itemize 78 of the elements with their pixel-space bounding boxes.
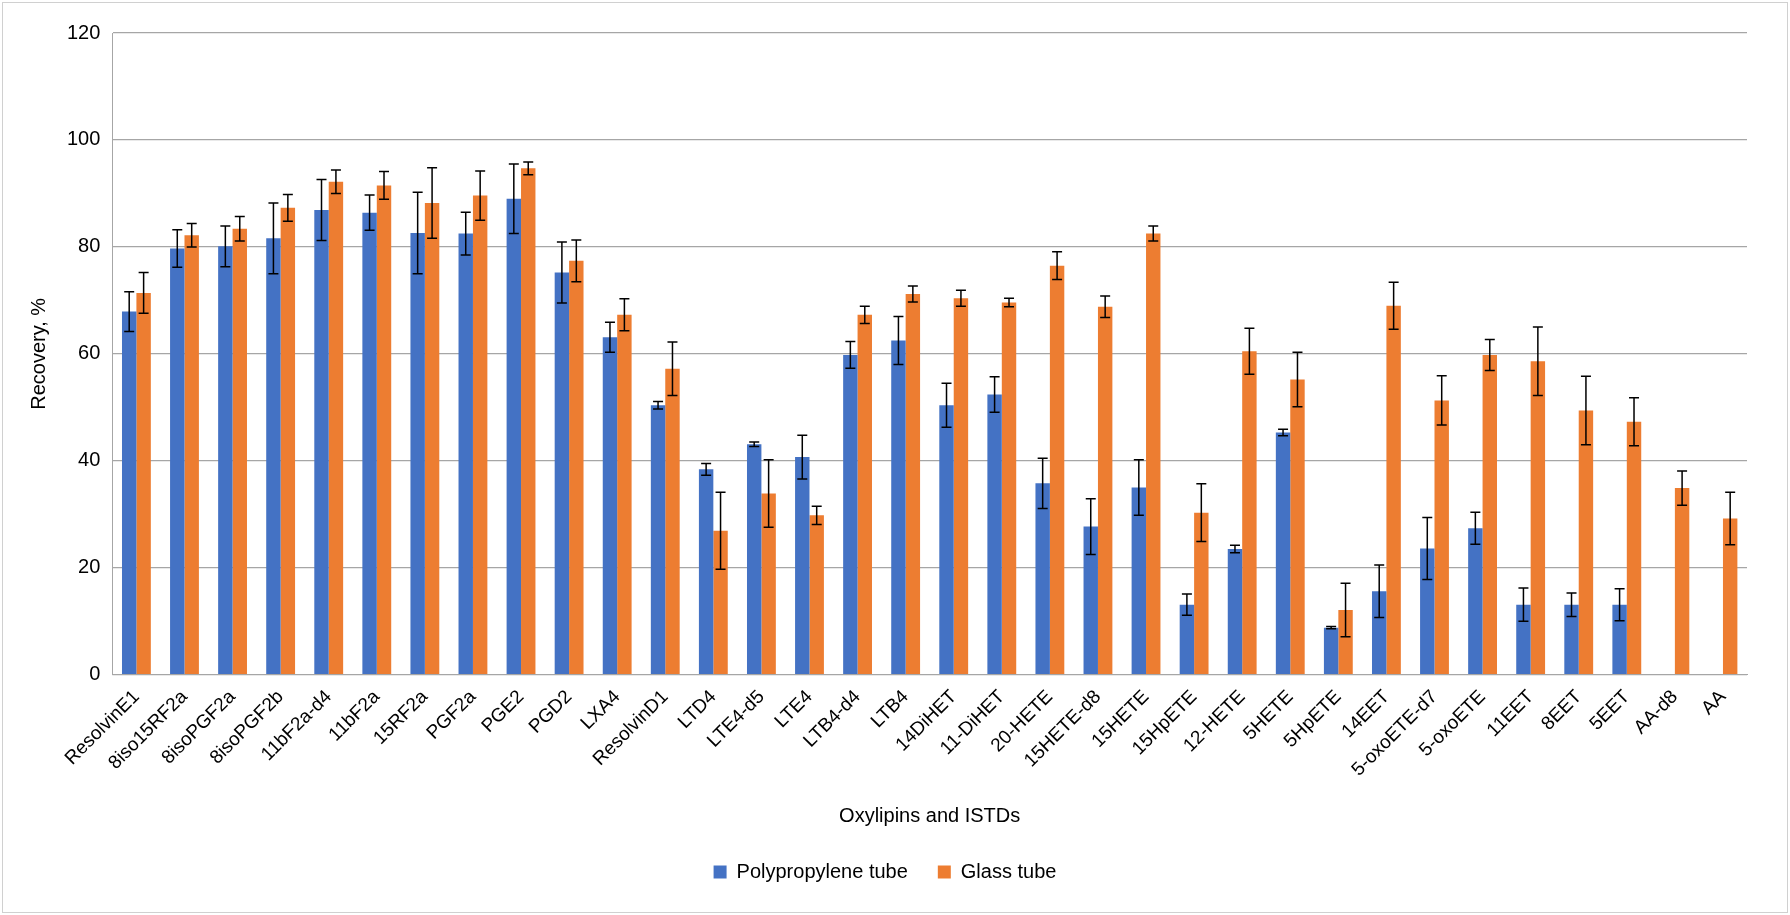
bar: [1001, 302, 1017, 675]
bar: [602, 337, 618, 675]
bar: [857, 314, 872, 675]
bar: [795, 457, 810, 675]
bar: [939, 405, 954, 675]
bar: [458, 233, 473, 675]
bar: [472, 195, 488, 675]
y-tick-label: 100: [66, 127, 101, 150]
bar: [314, 210, 329, 675]
bar: [1242, 351, 1257, 675]
y-tick-label: 120: [66, 20, 101, 43]
y-tick-label: 40: [78, 448, 101, 471]
bar: [1035, 483, 1050, 675]
legend-label: Polypropylene tube: [736, 859, 908, 882]
bar: [665, 368, 680, 675]
bar: [1482, 354, 1497, 675]
y-tick-label: 60: [78, 341, 101, 364]
bar: [362, 212, 377, 675]
bar: [698, 469, 714, 675]
bar: [170, 248, 185, 675]
bar: [650, 405, 666, 675]
bar: [136, 292, 151, 675]
y-tick-label: 80: [78, 234, 101, 257]
bar: [1468, 528, 1483, 675]
bar: [569, 260, 584, 675]
bar: [554, 272, 570, 675]
bar: [843, 354, 858, 675]
bar: [1372, 591, 1387, 675]
bar: [1194, 512, 1209, 675]
bar: [1179, 604, 1195, 675]
bar: [218, 246, 233, 675]
bar: [1626, 421, 1642, 675]
bar: [1722, 518, 1738, 675]
bar: [1131, 487, 1147, 675]
bar: [1564, 604, 1579, 675]
bar: [1290, 379, 1305, 675]
bar: [521, 168, 536, 675]
bar: [1083, 526, 1098, 675]
bar: [424, 203, 440, 675]
y-tick-label: 20: [78, 555, 101, 578]
bar: [184, 235, 199, 675]
bar: [1612, 604, 1627, 675]
bar: [410, 233, 425, 675]
bar: [809, 515, 824, 675]
bar: [232, 228, 247, 675]
bar: [376, 185, 392, 675]
bar: [761, 493, 776, 675]
bar: [1146, 233, 1161, 675]
bar: [328, 181, 344, 675]
bar: [121, 311, 137, 675]
bar: [1227, 549, 1243, 675]
bar: [1530, 361, 1546, 675]
bar: [953, 298, 969, 675]
bar: [266, 238, 281, 675]
bar: [1386, 305, 1401, 675]
bar: [1049, 265, 1065, 675]
bar: [987, 394, 1002, 675]
bar: [905, 293, 921, 675]
bar: [713, 530, 728, 675]
x-tick-label: AA: [1696, 685, 1730, 719]
bar: [617, 314, 632, 675]
y-axis-title: Recovery, %: [26, 297, 49, 410]
bar: [746, 444, 762, 675]
bar: [1275, 432, 1291, 675]
bar: [1420, 548, 1435, 675]
bar: [1323, 627, 1339, 675]
bar: [1674, 488, 1690, 675]
bar: [1516, 604, 1531, 675]
x-axis-title: Oxylipins and ISTDs: [839, 803, 1021, 826]
y-tick-label: 0: [89, 662, 101, 685]
bar: [280, 207, 296, 675]
bar: [891, 340, 906, 675]
bar: [1338, 610, 1353, 675]
bar: [1578, 410, 1594, 675]
legend-label: Glass tube: [960, 859, 1057, 882]
bar: [1097, 306, 1113, 675]
bar: [1434, 400, 1449, 675]
bar: [506, 198, 522, 675]
